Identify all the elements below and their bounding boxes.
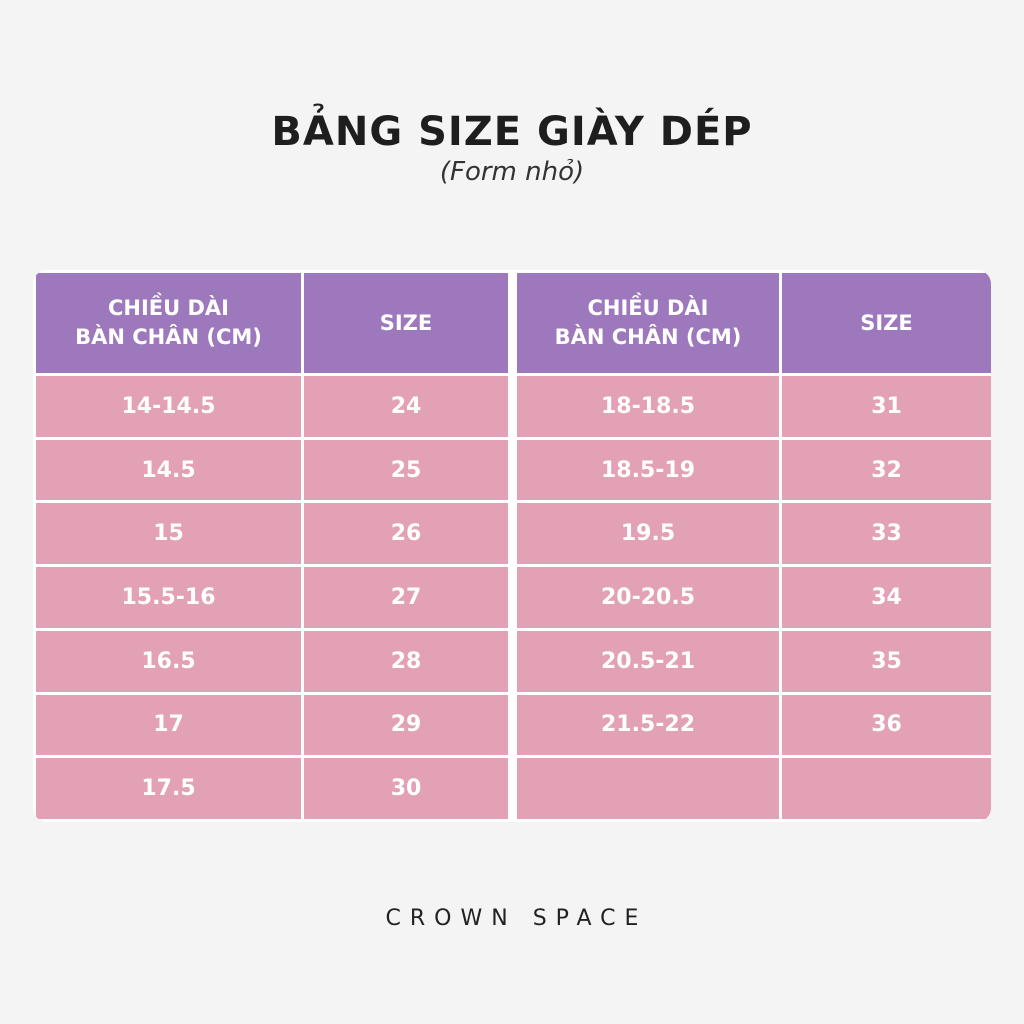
header-line: BÀN CHÂN (CM) — [75, 325, 262, 349]
table-row: 17.5 30 — [33, 755, 991, 822]
table-cell — [779, 755, 991, 822]
table-cell — [511, 755, 782, 822]
table-cell: 17 — [33, 691, 304, 759]
header-size-right: SIZE — [779, 270, 991, 376]
page-subtitle: (Form nhỏ) — [439, 157, 585, 187]
table-row: 17 29 21.5-22 36 — [33, 691, 991, 759]
header-line: CHIỀU DÀI — [107, 296, 229, 320]
size-table-container: CHIỀU DÀI BÀN CHÂN (CM) SIZE CHIỀU DÀI B… — [33, 270, 991, 822]
header-line: SIZE — [860, 310, 913, 335]
table-cell: 18-18.5 — [511, 373, 782, 440]
table-cell: 36 — [779, 691, 991, 759]
table-row: 16.5 28 20.5-21 35 — [33, 627, 991, 695]
brand-name: CROWN SPACE — [385, 906, 648, 931]
table-cell: 15 — [33, 500, 304, 568]
table-cell: 33 — [779, 500, 991, 568]
table-cell: 24 — [301, 373, 517, 440]
table-cell: 25 — [301, 436, 517, 504]
table-cell: 32 — [779, 436, 991, 504]
table-cell: 16.5 — [33, 627, 304, 695]
table-row: 15.5-16 27 20-20.5 34 — [33, 564, 991, 631]
header-line: BÀN CHÂN (CM) — [554, 325, 742, 349]
table-cell: 14-14.5 — [33, 373, 304, 440]
table-cell: 30 — [301, 755, 517, 822]
table-cell: 26 — [301, 500, 517, 568]
table-row: 15 26 19.5 33 — [33, 500, 991, 568]
table-cell: 20-20.5 — [511, 564, 782, 631]
table-cell: 31 — [779, 373, 991, 440]
table-cell: 29 — [301, 691, 517, 759]
header-line: SIZE — [379, 310, 433, 335]
table-cell: 15.5-16 — [33, 564, 304, 631]
table-row: 14-14.5 24 18-18.5 31 — [33, 373, 991, 440]
table-cell: 19.5 — [511, 500, 782, 568]
table-cell: 21.5-22 — [511, 691, 782, 759]
table-cell: 28 — [301, 627, 517, 695]
table-cell: 34 — [779, 564, 991, 631]
table-cell: 14.5 — [33, 436, 304, 504]
table-cell: 27 — [301, 564, 517, 631]
table-cell: 20.5-21 — [511, 627, 782, 695]
table-header-row: CHIỀU DÀI BÀN CHÂN (CM) SIZE CHIỀU DÀI B… — [33, 270, 991, 376]
table-cell: 18.5-19 — [511, 436, 782, 504]
table-row: 14.5 25 18.5-19 32 — [33, 436, 991, 504]
page-title: BẢNG SIZE GIÀY DÉP — [271, 109, 753, 155]
header-line: CHIỀU DÀI — [587, 296, 709, 320]
header-size-left: SIZE — [301, 270, 517, 376]
table-cell: 35 — [779, 627, 991, 695]
header-foot-length-left: CHIỀU DÀI BÀN CHÂN (CM) — [33, 270, 304, 376]
size-table: CHIỀU DÀI BÀN CHÂN (CM) SIZE CHIỀU DÀI B… — [33, 270, 991, 822]
table-cell: 17.5 — [33, 755, 304, 822]
header-foot-length-right: CHIỀU DÀI BÀN CHÂN (CM) — [511, 270, 782, 376]
